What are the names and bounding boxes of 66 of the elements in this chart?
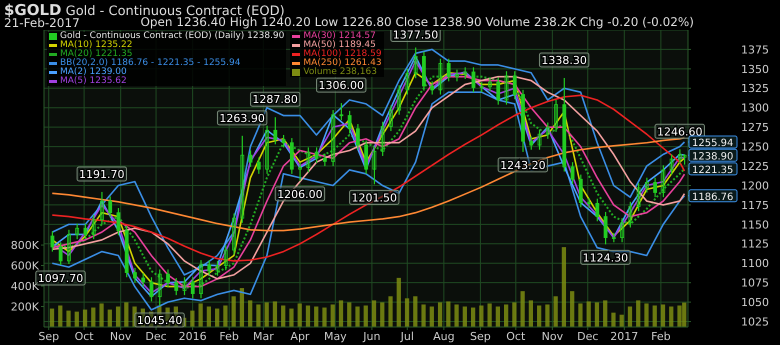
- legend-label: MA(30) 1214.57: [302, 31, 377, 41]
- x-tick-label: Oct: [74, 330, 94, 343]
- x-tick-label: Dec: [145, 330, 167, 343]
- annotation: 1191.70: [79, 168, 125, 181]
- x-tick-label: Dec: [577, 330, 598, 343]
- legend-label: MA(50) 1189.45: [302, 40, 376, 50]
- annotation: 1206.00: [277, 188, 323, 201]
- annotation: 1377.50: [392, 28, 438, 42]
- legend-label: MA(20) 1221.35: [59, 49, 132, 59]
- annotation: 1186.76: [692, 192, 734, 203]
- y-tick-label: 1100: [741, 257, 769, 270]
- x-tick-label: May: [324, 330, 348, 343]
- annotation: 1255.94: [692, 138, 734, 150]
- y-tick-label: 1225: [741, 160, 769, 173]
- y-tick-label: 1350: [741, 62, 769, 76]
- y-tick-label: 1175: [741, 198, 769, 212]
- x-tick-label: Sep: [38, 330, 60, 343]
- y-tick-label: 1200: [741, 179, 769, 192]
- annotation: 1338.30: [541, 54, 587, 67]
- y2-tick-label: 600K: [10, 259, 40, 272]
- annotation: 1045.40: [136, 314, 182, 327]
- legend-label: Volume 238,163: [302, 67, 378, 77]
- legend-label: BB(20,2.0) 1186.76 - 1221.35 - 1255.94: [59, 58, 242, 68]
- y2-tick-label: 400K: [10, 280, 40, 293]
- annotation: 1306.00: [318, 79, 364, 92]
- x-tick-label: Nov: [542, 330, 564, 343]
- y-tick-label: 1375: [741, 43, 769, 56]
- x-tick-label: Apr: [290, 330, 310, 343]
- x-tick-label: Jun: [362, 330, 381, 343]
- legend-label: MA(5) 1235.62: [59, 76, 128, 86]
- legend-label: MA(250) 1261.43: [302, 58, 382, 68]
- x-tick-label: Jul: [400, 330, 414, 343]
- legend-label: MA(10) 1235.22: [59, 40, 134, 50]
- annotation: 1243.20: [500, 158, 546, 172]
- legend-label: MA(100) 1218.59: [302, 49, 382, 59]
- x-tick-label: Feb: [219, 330, 239, 343]
- annotation: 1221.35: [692, 164, 734, 176]
- y-tick-label: 1325: [741, 82, 769, 96]
- annotation: 1238.90: [692, 151, 734, 162]
- y-tick-label: 1250: [741, 140, 769, 154]
- annotation: 1246.60: [656, 125, 702, 138]
- annotation: 1124.30: [582, 251, 628, 264]
- y-tick-label: 1025: [741, 315, 769, 328]
- x-tick-label: 2017: [610, 330, 638, 343]
- y2-tick-label: 200K: [10, 300, 40, 314]
- annotation: 1287.80: [252, 93, 298, 106]
- legend-label: MA(2) 1239.00: [59, 67, 128, 77]
- legend-label: Gold - Continuous Contract (EOD) (Daily) 1238.90: [59, 31, 284, 41]
- y2-tick-label: 800K: [10, 238, 40, 252]
- x-tick-label: Nov: [110, 330, 132, 343]
- y-tick-label: 1150: [741, 218, 769, 232]
- x-tick-label: Oct: [506, 330, 526, 343]
- annotation: 1097.70: [38, 272, 84, 286]
- annotation: 1201.50: [352, 191, 398, 204]
- y-tick-label: 1300: [741, 102, 769, 115]
- y-tick-label: 1275: [741, 121, 769, 134]
- y-tick-label: 1125: [741, 238, 769, 251]
- x-tick-label: Aug: [433, 330, 455, 343]
- x-tick-label: Feb: [651, 330, 671, 343]
- y-tick-label: 1050: [741, 296, 769, 310]
- chart-subtitle: 21-Feb-2017: [4, 16, 80, 30]
- y-tick-label: 1075: [741, 276, 769, 290]
- annotation: 1263.90: [219, 112, 265, 125]
- x-tick-label: Sep: [470, 330, 491, 343]
- x-tick-label: Mar: [253, 330, 274, 343]
- x-tick-label: 2016: [178, 330, 207, 343]
